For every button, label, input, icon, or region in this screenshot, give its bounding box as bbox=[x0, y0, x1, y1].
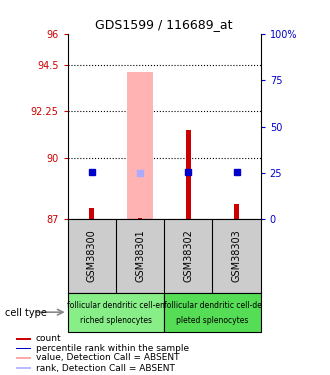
Text: GSM38303: GSM38303 bbox=[232, 230, 242, 282]
Text: rank, Detection Call = ABSENT: rank, Detection Call = ABSENT bbox=[36, 364, 175, 373]
Text: value, Detection Call = ABSENT: value, Detection Call = ABSENT bbox=[36, 353, 179, 362]
Text: percentile rank within the sample: percentile rank within the sample bbox=[36, 344, 189, 353]
Text: GSM38300: GSM38300 bbox=[87, 230, 97, 282]
Bar bbox=[89, 208, 94, 219]
Text: GSM38301: GSM38301 bbox=[135, 230, 145, 282]
Bar bbox=[186, 130, 191, 219]
Text: cell type: cell type bbox=[5, 308, 47, 318]
Bar bbox=[16, 367, 31, 369]
Text: GSM38302: GSM38302 bbox=[183, 230, 193, 282]
Title: GDS1599 / 116689_at: GDS1599 / 116689_at bbox=[95, 18, 233, 31]
Bar bbox=[16, 348, 31, 349]
Bar bbox=[138, 218, 143, 219]
Text: count: count bbox=[36, 334, 61, 344]
Bar bbox=[164, 292, 261, 332]
Bar bbox=[16, 357, 31, 359]
Text: pleted splenocytes: pleted splenocytes bbox=[176, 316, 248, 326]
Bar bbox=[234, 204, 239, 219]
Text: riched splenocytes: riched splenocytes bbox=[80, 316, 152, 326]
Bar bbox=[16, 338, 31, 340]
Bar bbox=[127, 72, 153, 219]
Bar bbox=[68, 292, 164, 332]
Text: follicular dendritic cell-de: follicular dendritic cell-de bbox=[163, 301, 261, 310]
Text: follicular dendritic cell-en: follicular dendritic cell-en bbox=[67, 301, 165, 310]
